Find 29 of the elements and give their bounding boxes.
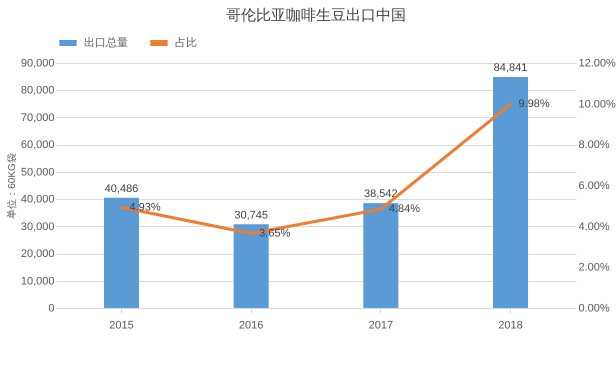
y-tick-label: 90,000 — [20, 58, 54, 70]
y-tick-label: 20,000 — [20, 248, 54, 260]
data-label: 30,745 — [234, 209, 268, 222]
legend-label: 占比 — [175, 36, 197, 49]
data-label: 38,542 — [364, 188, 398, 200]
y-axis-title: 单位：60KG袋 — [6, 153, 18, 219]
x-tick-label: 2018 — [498, 320, 523, 332]
y-tick-label: 50,000 — [20, 166, 54, 178]
y2-tick-label: 0.00% — [578, 302, 610, 314]
y-tick-label: 70,000 — [20, 112, 54, 124]
y-tick-label: 10,000 — [20, 275, 54, 288]
chart-title: 哥伦比亚咖啡生豆出口中国 — [226, 7, 406, 24]
y2-tick-label: 12.00% — [578, 58, 616, 70]
y2-tick-label: 4.00% — [578, 220, 610, 233]
y-tick-label: 0 — [48, 302, 54, 314]
x-tick-label: 2015 — [109, 320, 134, 332]
y-tick-label: 80,000 — [20, 84, 54, 97]
y2-tick-label: 2.00% — [578, 262, 610, 274]
data-label: 84,841 — [494, 62, 528, 74]
x-tick-label: 2017 — [368, 320, 394, 332]
y-tick-label: 30,000 — [20, 220, 54, 233]
y2-tick-label: 8.00% — [578, 139, 610, 152]
legend-label: 出口总量 — [84, 36, 128, 49]
x-tick-label: 2016 — [238, 320, 264, 332]
y-tick-label: 40,000 — [20, 194, 54, 206]
y-tick-label: 60,000 — [20, 139, 54, 152]
y2-tick-label: 10.00% — [578, 98, 616, 110]
y2-tick-label: 6.00% — [578, 180, 610, 192]
data-label: 40,486 — [104, 182, 138, 195]
